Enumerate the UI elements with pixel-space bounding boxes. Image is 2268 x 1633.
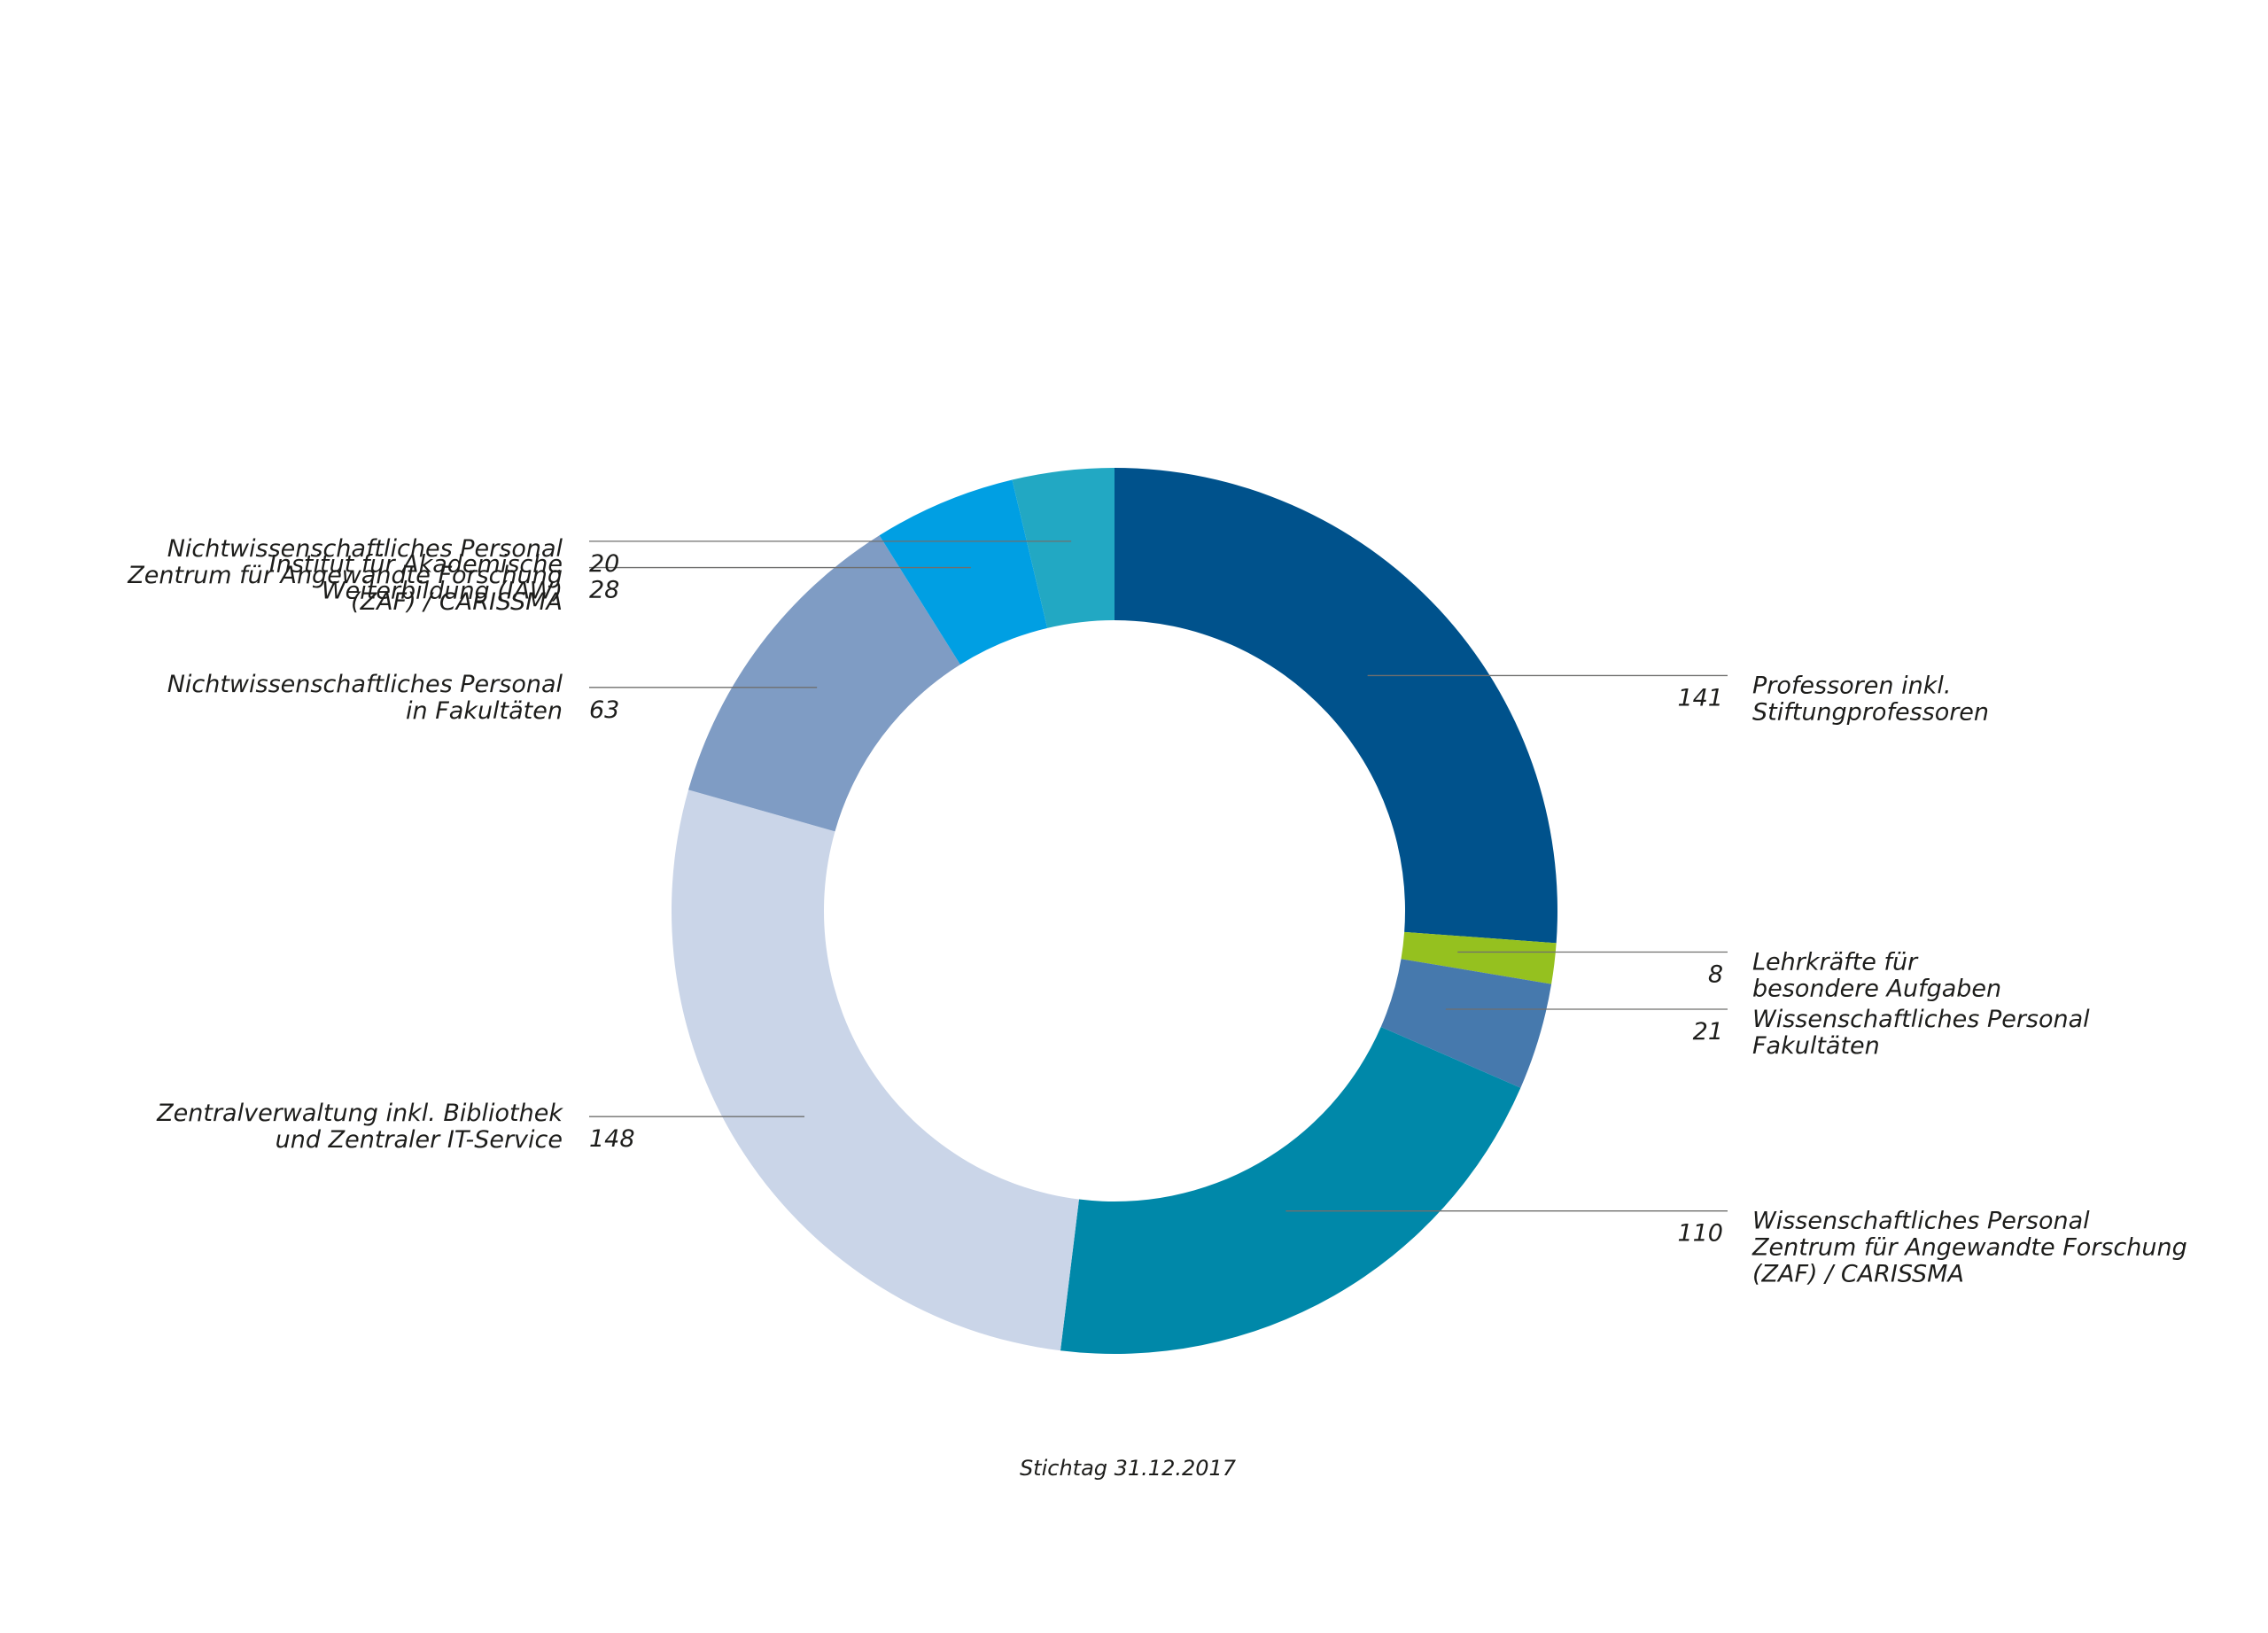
slice-nichtwissenschaftliches-personal-7 [1012,468,1115,628]
category-label-wissenschaftliches-personal-3: Wissenschaftliches Personal Zentrum für A… [1751,1208,2187,1288]
category-label-line: und Zentraler IT-Service [276,1126,563,1154]
slice-zentralverwaltung-inkl-bibliothek-4 [671,789,1079,1351]
category-label-line: Wissenschaftliches Personal [1752,1006,2090,1033]
value-label-wissenschaftliches-personal-3: 110 [1677,1220,1723,1248]
value-label-professoren-inkl-0: 141 [1677,684,1723,712]
category-label-line: Zentrum für Angewandte Forschung [127,562,563,589]
value-label-nichtwissenschaftliches-personal-7: 20 [589,550,619,578]
footnote: Stichtag 31.12.2017 [1020,1456,1237,1481]
category-label-line: Nichtwissenschaftliches Personal [167,671,563,698]
category-label-line: (ZAF) / CARISSMA [1752,1261,1964,1288]
slice-lehrkraefte-fuer-1 [1401,931,1557,984]
category-label-institut-fuer-akademische-6: Institut für Akademische Weiterbildung (I… [269,551,563,605]
category-label-line: (ZAF) / CARISSMA [351,588,563,616]
category-label-line: Zentrum für Angewandte Forschung [1751,1234,2187,1262]
category-label-lehrkraefte-fuer-1: Lehrkräfte für besondere Aufgaben [1752,948,2001,1002]
value-label-wissenschaftliches-personal-2: 21 [1693,1018,1723,1046]
slice-professoren-inkl-0 [1115,468,1558,944]
category-label-line: Stiftungprofessoren [1752,698,1989,726]
value-label-institut-fuer-akademische-6: 28 [589,577,619,604]
category-label-wissenschaftliches-personal-2: Wissenschaftliches Personal Fakultäten [1752,1006,2090,1060]
leader-lines [589,540,1728,1212]
category-label-nichtwissenschaftliches-personal-7: Nichtwissenschaftliches Personal Zentrum … [127,535,563,616]
category-label-line: Nichtwissenschaftliches Personal [167,535,563,563]
category-label-line: Weiterbildung (IAW) [322,578,563,605]
category-label-line: Fakultäten [1752,1032,1880,1060]
category-label-zentralverwaltung-inkl-bibliothek-4: Zentralverwaltung inkl. Bibliothek und Ze… [156,1100,563,1154]
slice-wissenschaftliches-personal-2 [1380,959,1552,1088]
category-label-professoren-inkl-0: Professoren inkl. Stiftungprofessoren [1752,672,1989,726]
category-label-line: Wissenschaftliches Personal [1752,1208,2090,1235]
slice-wissenschaftliches-personal-3 [1060,1027,1521,1354]
category-label-line: Zentralverwaltung inkl. Bibliothek [156,1100,563,1127]
slice-labels: 141 Professoren inkl. Stiftungprofessoren 8… [127,535,2186,1288]
category-label-line: Institut für Akademische [269,551,563,579]
category-label-line: in Fakultäten [406,697,563,725]
value-label-nichtwissenschaftliches-personal-5: 63 [589,696,619,724]
value-label-zentralverwaltung-inkl-bibliothek-4: 148 [589,1125,635,1153]
value-label-lehrkraefte-fuer-1: 8 [1708,960,1723,988]
slice-institut-fuer-akademische-6 [879,479,1048,665]
category-label-line: Lehrkräfte für [1752,948,1919,976]
category-label-nichtwissenschaftliches-personal-5: Nichtwissenschaftliches Personal in Fakul… [167,671,563,725]
category-label-line: besondere Aufgaben [1752,975,2001,1002]
slice-nichtwissenschaftliches-personal-5 [688,535,960,832]
category-label-line: Professoren inkl. [1752,672,1951,699]
donut-slices [671,468,1558,1354]
